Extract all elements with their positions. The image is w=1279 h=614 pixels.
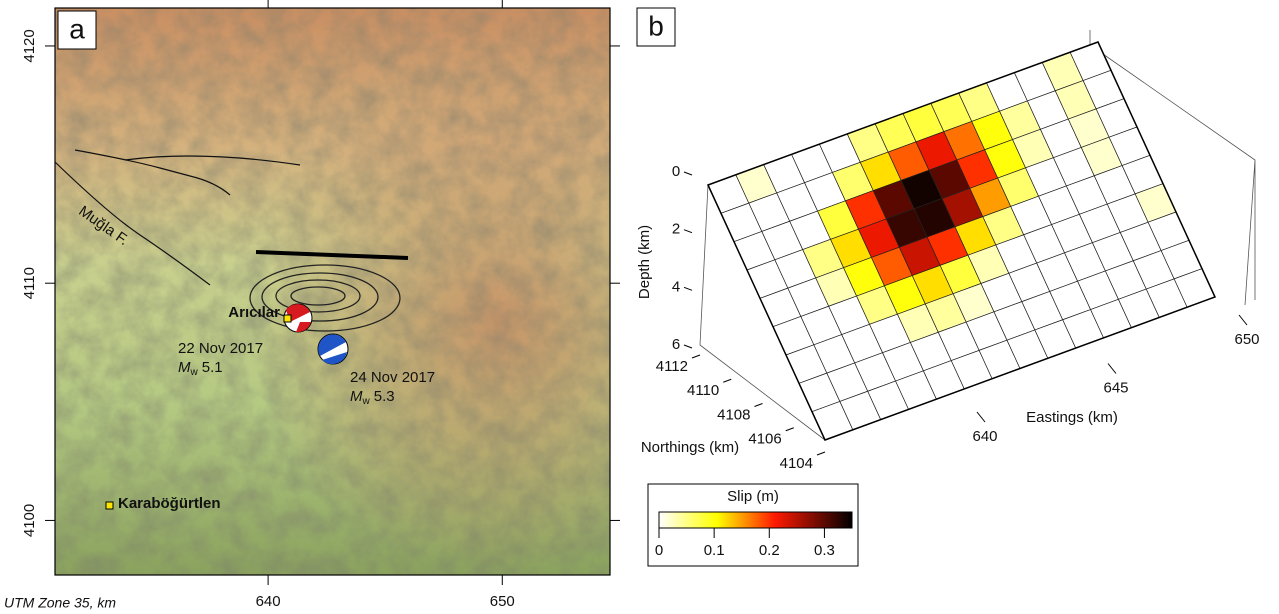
tick	[683, 171, 693, 176]
beachball	[283, 303, 313, 333]
axis-title: Northings (km)	[641, 439, 739, 456]
tick	[683, 286, 693, 291]
y-tick-label: 4108	[717, 406, 750, 423]
y-tick-label: 4100	[21, 504, 38, 537]
fault-plane	[706, 41, 1217, 441]
z-tick-label: 0	[672, 163, 680, 180]
event-date: 22 Nov 2017	[178, 340, 263, 357]
tick	[691, 354, 701, 359]
tick	[785, 427, 794, 432]
town-label: Arıcılar	[228, 304, 280, 321]
plane-outline	[706, 41, 1217, 441]
y-tick-label: 4110	[687, 382, 719, 399]
box-3d	[699, 30, 1256, 441]
tick	[723, 378, 732, 383]
event-mag: Mw 5.3	[350, 388, 395, 407]
contours	[249, 264, 401, 332]
colorbar-tick-label: 0.1	[704, 542, 725, 559]
y-tick-label: 4120	[21, 29, 38, 62]
tick	[976, 411, 986, 423]
colorbar-tick-label: 0.2	[759, 542, 780, 559]
town-marker	[105, 501, 114, 510]
tick	[683, 229, 693, 234]
y-tick-label: 4112	[656, 358, 688, 375]
axis-title: Eastings (km)	[1026, 409, 1118, 426]
event-date: 24 Nov 2017	[350, 369, 435, 386]
faults	[54, 149, 301, 286]
x-tick-label: 650	[490, 593, 515, 610]
tick	[754, 403, 763, 407]
surface-line	[255, 250, 409, 260]
town-marker	[283, 314, 292, 323]
axis-title: Depth (km)	[636, 225, 653, 299]
panel-label: b	[648, 10, 664, 41]
x-tick-label: 645	[1103, 379, 1128, 396]
event-mag: Mw 5.1	[178, 359, 223, 378]
map-frame	[54, 7, 611, 576]
town-label: Karaböğürtlen	[118, 495, 221, 512]
projection-label: UTM Zone 35, km	[4, 595, 116, 611]
x-tick-label: 650	[1234, 331, 1259, 348]
colorbar-tick-label: 0	[655, 542, 663, 559]
y-tick-label: 4104	[780, 455, 813, 472]
tick	[1107, 363, 1117, 374]
tick	[683, 344, 693, 349]
beachball	[317, 333, 349, 365]
z-tick-label: 6	[672, 336, 680, 353]
tick	[816, 451, 826, 456]
panel-label-box	[636, 7, 676, 47]
z-tick-label: 2	[672, 221, 680, 238]
y-tick-label: 4106	[748, 431, 781, 448]
colorbar-tick-label: 0.3	[814, 542, 835, 559]
panel-label: a	[69, 13, 85, 44]
colorbar	[658, 511, 853, 529]
x-tick-label: 640	[972, 428, 997, 445]
terrain	[55, 8, 610, 575]
z-tick-label: 4	[672, 278, 680, 295]
tick	[1238, 314, 1248, 326]
x-tick-label: 640	[256, 593, 281, 610]
y-tick-label: 4110	[21, 267, 38, 299]
colorbar-title: Slip (m)	[727, 488, 779, 505]
panel-label-box	[57, 10, 97, 50]
